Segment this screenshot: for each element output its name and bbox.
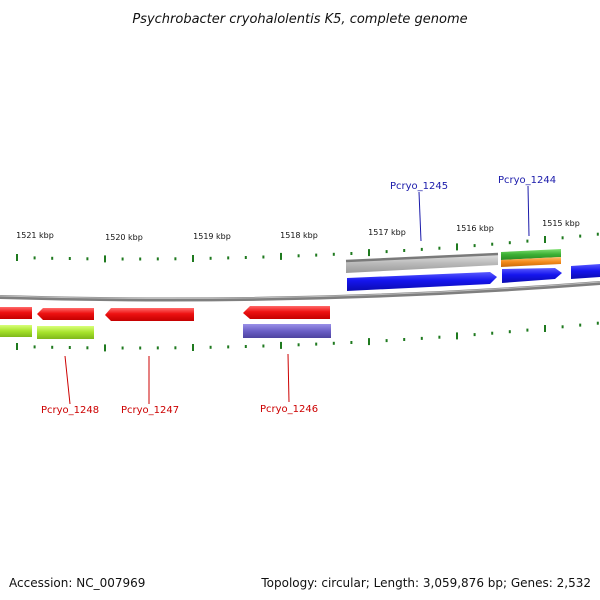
gene-feature-red bbox=[243, 306, 330, 319]
gene-feature-red bbox=[105, 308, 194, 321]
topology-summary-text: Topology: circular; Length: 3,059,876 bp… bbox=[260, 576, 591, 590]
tick-label: 1518 kbp bbox=[280, 231, 318, 240]
tick-label: 1521 kbp bbox=[16, 231, 54, 240]
tick-label: 1517 kbp bbox=[368, 228, 406, 237]
gene-feature-lime bbox=[0, 325, 32, 337]
tick-labels: 1521 kbp 1520 kbp 1519 kbp 1518 kbp 1517… bbox=[16, 219, 580, 242]
genome-backbone bbox=[0, 281, 600, 302]
gene-feature-gray bbox=[346, 254, 498, 273]
gene-feature-orange bbox=[501, 257, 561, 267]
gene-label: Pcryo_1247 bbox=[121, 405, 179, 416]
gene-feature-purple bbox=[243, 324, 331, 338]
gene-feature-lime bbox=[37, 326, 94, 339]
genome-backbone-highlight bbox=[0, 281, 600, 300]
tick-marks-bottom bbox=[16, 321, 599, 352]
gene-feature-blue bbox=[502, 268, 562, 283]
tick-label: 1516 kbp bbox=[456, 224, 494, 233]
gene-feature-blue bbox=[347, 272, 497, 291]
leader-line bbox=[418, 191, 422, 242]
genome-title: Psychrobacter cryohalolentis K5, complet… bbox=[132, 12, 467, 27]
gene-feature-red bbox=[0, 307, 32, 319]
gene-feature-green bbox=[501, 249, 561, 260]
gene-label: Pcryo_1246 bbox=[260, 404, 318, 415]
tick-label: 1515 kbp bbox=[542, 219, 580, 228]
tick-label: 1519 kbp bbox=[193, 232, 231, 241]
gene-label: Pcryo_1244 bbox=[498, 175, 556, 186]
reverse-strand-genes bbox=[0, 306, 331, 339]
forward-strand-genes bbox=[345, 249, 600, 291]
gene-labels: Pcryo_1245 Pcryo_1244 Pcryo_1248 Pcryo_1… bbox=[41, 175, 556, 416]
tick-label: 1520 kbp bbox=[105, 233, 143, 242]
gene-feature-blue bbox=[571, 264, 600, 279]
leader-line bbox=[287, 353, 290, 403]
gene-label: Pcryo_1248 bbox=[41, 405, 99, 416]
gene-feature-gray-edge bbox=[345, 252, 499, 263]
gene-feature-red bbox=[37, 308, 94, 320]
leader-line bbox=[64, 355, 71, 405]
gene-label: Pcryo_1245 bbox=[390, 181, 448, 192]
accession-text: Accession: NC_007969 bbox=[9, 576, 145, 590]
label-leader-lines bbox=[64, 185, 530, 405]
tick-marks-top bbox=[16, 232, 599, 263]
leader-line bbox=[527, 185, 530, 237]
